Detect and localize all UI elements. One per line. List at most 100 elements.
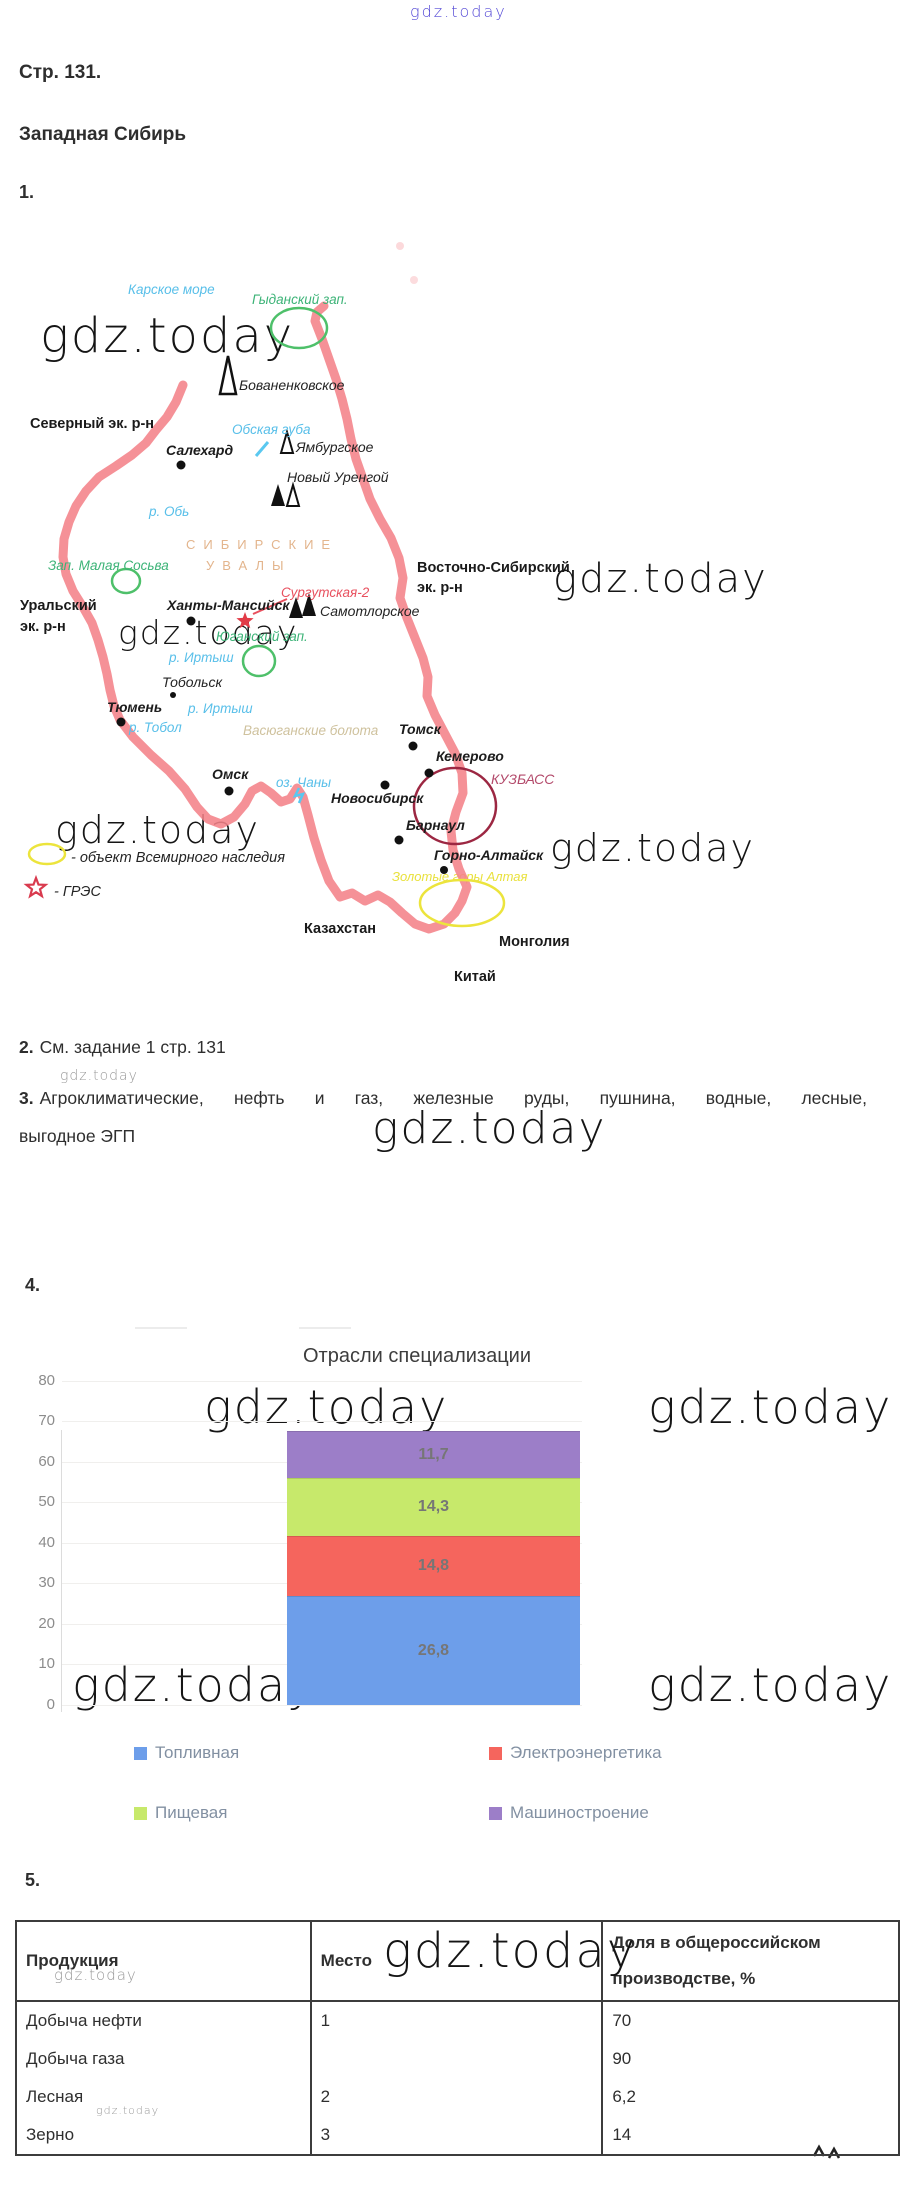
legend-label: Электроэнергетика xyxy=(510,1743,662,1762)
y-axis-tick-label: 70 xyxy=(38,1412,55,1430)
cell-place: 3 xyxy=(309,2116,604,2156)
legend-item-pishchevaya: Пищевая xyxy=(134,1803,227,1823)
map-legend-heritage-label: - объект Всемирного наследия xyxy=(71,850,285,866)
cell-share: 6,2 xyxy=(601,2078,900,2116)
bar-segment-pishchevaya: 14,3 xyxy=(287,1478,580,1537)
chart-gridline xyxy=(62,1421,582,1423)
table-row: Лесная 2 6,2 xyxy=(15,2078,900,2116)
watermark-zerno-gray: gdz.today xyxy=(96,2104,160,2117)
col-header-share: Доля в общероссийском производстве, % xyxy=(601,1920,900,2002)
map-label-severny-region: Северный эк. р-н xyxy=(30,416,154,432)
gydansky-reserve-circle xyxy=(269,306,329,350)
map-label-sibirskie: СИБИРСКИЕ xyxy=(186,537,338,552)
map-label-omsk: Омск xyxy=(212,766,249,782)
col-header-product: Продукция xyxy=(15,1920,312,2002)
map-legend-gres-label: - ГРЭС xyxy=(54,884,101,900)
map-label-uralsky: Уральский xyxy=(20,598,97,614)
kuzbass-circle xyxy=(412,766,498,846)
answer-3-line-2: выгодное ЭГП xyxy=(19,1126,136,1146)
cell-product: Добыча газа xyxy=(15,2040,312,2078)
map-label-lake-chany: оз. Чаны xyxy=(276,775,331,790)
map-label-irtysh-2: р. Иртыш xyxy=(187,701,253,716)
legend-label: Пищевая xyxy=(155,1803,228,1822)
oil-field-icon xyxy=(289,597,303,618)
legend-item-mashinostroenie: Машиностроение xyxy=(489,1803,649,1823)
city-dot-tyumen xyxy=(116,717,126,727)
legend-swatch-icon xyxy=(489,1746,502,1760)
watermark-map-left: gdz.today xyxy=(40,308,295,364)
city-dot-khanty-mansiysk xyxy=(186,616,196,626)
map-label-tobol: р. Тобол xyxy=(128,720,182,735)
watermark-small-gray: gdz.today xyxy=(60,1068,138,1084)
table-header-row: Продукция Место Доля в общероссийском пр… xyxy=(15,1920,900,2002)
map-label-ob-river: р. Обь xyxy=(148,504,189,519)
watermark-top: gdz.today xyxy=(410,2,507,21)
map-label-khanty-mansiysk: Ханты-Мансийск xyxy=(166,597,290,613)
city-dot-novosibirsk xyxy=(380,780,390,790)
watermark-chart-top-right: gdz.today xyxy=(648,1380,893,1434)
watermark-chart-bottom-left: gdz.today xyxy=(72,1658,317,1712)
city-dot-barnaul xyxy=(394,835,404,845)
legend-item-elektroenergetika: Электроэнергетика xyxy=(489,1743,662,1763)
map-label-tomsk: Томск xyxy=(399,721,442,737)
border-remnant xyxy=(410,276,418,284)
y-axis-tick-label: 50 xyxy=(38,1493,55,1511)
map-label-salekhard: Салехард xyxy=(166,442,233,458)
section-5-number: 5. xyxy=(25,1870,41,1890)
surgutskaya-pointer-line xyxy=(252,598,288,615)
answer-3-text-1: Агроклиматические, нефть и газ, железные… xyxy=(39,1088,867,1108)
map-label-mongolia: Монголия xyxy=(499,934,570,950)
legend-swatch-icon xyxy=(489,1806,502,1820)
city-dot-gorno-altaysk xyxy=(440,866,448,874)
watermark-chart-bottom-right: gdz.today xyxy=(648,1658,893,1712)
map-label-vostochno-sibirsky: Восточно-Сибирский xyxy=(417,560,570,576)
legend-gres-star-icon xyxy=(23,874,49,899)
region-border-line xyxy=(58,301,472,934)
legend-heritage-ellipse xyxy=(27,842,67,866)
lake-chany-mark xyxy=(292,787,306,804)
map-label-kazakhstan: Казахстан xyxy=(304,921,376,937)
chart-title: Отрасли специализации xyxy=(303,1345,531,1367)
map-label-yamburgskoe: Ямбургское xyxy=(295,439,374,455)
y-axis-tick-label: 20 xyxy=(38,1614,55,1632)
map-label-uvaly: УВАЛЫ xyxy=(206,558,292,573)
bar-segment-elektroenergetika: 14,8 xyxy=(287,1536,580,1597)
ob-bay-mark xyxy=(254,441,270,457)
answer-2-line: 2. См. задание 1 стр. 131 xyxy=(19,1037,226,1058)
watermark-section3: gdz.today xyxy=(372,1103,607,1154)
map-label-china: Китай xyxy=(454,969,496,985)
y-axis-tick-label: 40 xyxy=(38,1533,55,1551)
cell-share: 14 xyxy=(601,2116,900,2156)
production-share-table: Продукция Место Доля в общероссийском пр… xyxy=(15,1920,900,2156)
map-label-yugansky: Юганский зап. xyxy=(216,629,308,644)
watermark-map-bottom-right: gdz.today xyxy=(550,826,755,870)
city-dot-tomsk xyxy=(408,741,418,751)
bar-segment-toplivnaya: 26,8 xyxy=(287,1596,580,1705)
border-remnant xyxy=(396,242,404,250)
y-axis-tick-label: 80 xyxy=(38,1371,55,1389)
bar-value-label: 11,7 xyxy=(418,1445,449,1463)
legend-swatch-icon xyxy=(134,1746,147,1760)
col-header-place: Место xyxy=(309,1920,604,2002)
cell-share: 70 xyxy=(601,2001,900,2040)
watermark-map-middle: gdz.today xyxy=(118,613,299,652)
y-axis-tick-label: 30 xyxy=(38,1574,55,1592)
legend-label: Машиностроение xyxy=(510,1803,649,1822)
section-3-number: 3. xyxy=(19,1088,34,1108)
cell-product: Зерно xyxy=(15,2116,312,2156)
map-label-bovanenkovskoe: Бованенковское xyxy=(239,377,345,393)
map-label-kemerovo: Кемерово xyxy=(436,748,504,764)
map-label-gydansky: Гыданский зап. xyxy=(252,292,348,307)
map-label-gorno-altaysk: Горно-Алтайск xyxy=(434,847,544,863)
cell-product: Добыча нефти xyxy=(15,2001,312,2040)
map-label-tobolsk: Тобольск xyxy=(162,674,223,690)
gres-star-icon xyxy=(236,612,254,629)
map-label-malaya-sosva: Зап. Малая Сосьва xyxy=(48,558,169,573)
city-dot-tobolsk xyxy=(170,692,176,698)
cell-product: Лесная xyxy=(15,2078,312,2116)
bar-value-label: 14,3 xyxy=(417,1498,450,1516)
map-label-kara-sea: Карское море xyxy=(128,282,215,297)
legend-label: Топливная xyxy=(155,1743,240,1762)
